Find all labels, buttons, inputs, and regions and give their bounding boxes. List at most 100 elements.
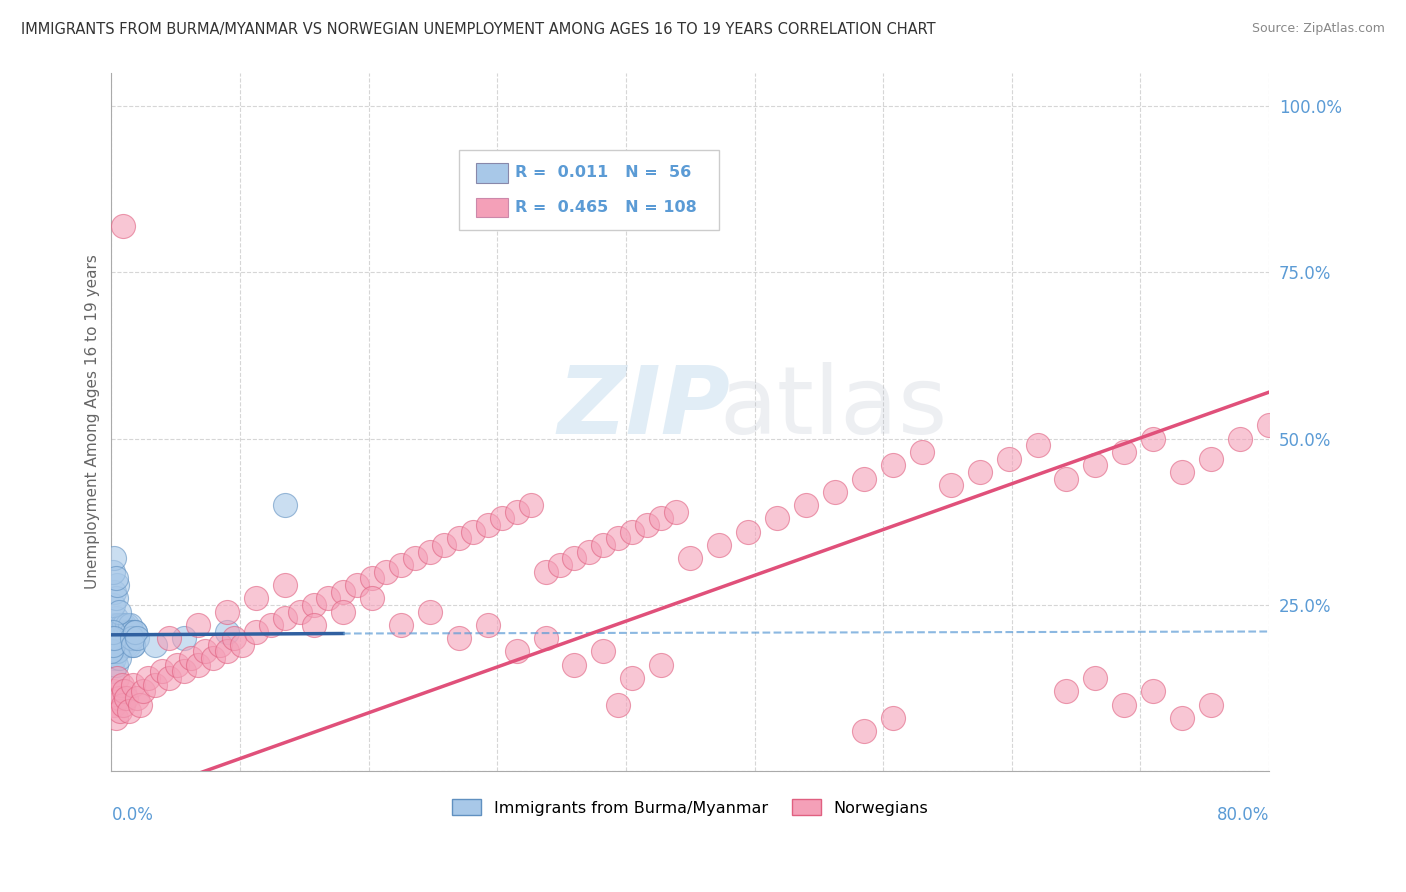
Point — [104, 631, 127, 645]
Text: 0.0%: 0.0% — [111, 806, 153, 824]
Y-axis label: Unemployment Among Ages 16 to 19 years: Unemployment Among Ages 16 to 19 years — [86, 254, 100, 590]
Point — [105, 671, 128, 685]
FancyBboxPatch shape — [458, 150, 720, 230]
Point — [360, 571, 382, 585]
Point — [122, 678, 145, 692]
Point — [101, 624, 124, 639]
Point — [274, 578, 297, 592]
Point — [766, 511, 789, 525]
Point — [115, 691, 138, 706]
Point — [187, 618, 209, 632]
Point — [302, 598, 325, 612]
Point — [121, 631, 143, 645]
Point — [650, 657, 672, 672]
Point — [100, 631, 122, 645]
Point — [187, 657, 209, 672]
Point — [679, 551, 702, 566]
Point — [389, 558, 412, 572]
Point — [1114, 445, 1136, 459]
Point — [118, 704, 141, 718]
Point — [127, 631, 149, 645]
Point — [208, 638, 231, 652]
Point — [150, 665, 173, 679]
Point — [404, 551, 426, 566]
Point — [274, 611, 297, 625]
Point — [997, 451, 1019, 466]
Point — [110, 678, 132, 692]
Text: R =  0.011   N =  56: R = 0.011 N = 56 — [516, 165, 692, 180]
Text: 80.0%: 80.0% — [1216, 806, 1270, 824]
Point — [419, 605, 441, 619]
Point — [101, 638, 124, 652]
Point — [101, 644, 124, 658]
Text: ZIP: ZIP — [557, 362, 730, 454]
Point — [103, 698, 125, 712]
Point — [231, 638, 253, 652]
Point — [245, 624, 267, 639]
Text: atlas: atlas — [720, 362, 948, 454]
Point — [105, 618, 128, 632]
Point — [157, 671, 180, 685]
Point — [1026, 438, 1049, 452]
Point — [107, 605, 129, 619]
Point — [143, 638, 166, 652]
Point — [103, 551, 125, 566]
Point — [105, 578, 128, 592]
Point — [463, 524, 485, 539]
Point — [114, 631, 136, 645]
Point — [105, 644, 128, 658]
Point — [939, 478, 962, 492]
Point — [101, 631, 124, 645]
Point — [447, 631, 470, 645]
Point — [824, 484, 846, 499]
Point — [288, 605, 311, 619]
Point — [621, 671, 644, 685]
Point — [117, 618, 139, 632]
Point — [104, 611, 127, 625]
Point — [505, 644, 527, 658]
Point — [121, 624, 143, 639]
Point — [103, 631, 125, 645]
Point — [103, 584, 125, 599]
Point — [166, 657, 188, 672]
Point — [332, 584, 354, 599]
Point — [477, 518, 499, 533]
Point — [180, 651, 202, 665]
Point — [882, 711, 904, 725]
Point — [360, 591, 382, 606]
Bar — [477, 198, 509, 218]
Point — [217, 644, 239, 658]
Point — [122, 638, 145, 652]
Point — [217, 624, 239, 639]
Point — [665, 505, 688, 519]
Point — [1056, 472, 1078, 486]
Point — [245, 591, 267, 606]
Point — [302, 618, 325, 632]
Point — [136, 671, 159, 685]
Point — [157, 631, 180, 645]
Point — [852, 472, 875, 486]
Point — [101, 618, 124, 632]
Point — [105, 644, 128, 658]
Point — [332, 605, 354, 619]
Point — [201, 651, 224, 665]
Point — [882, 458, 904, 473]
Point — [621, 524, 644, 539]
Point — [1142, 432, 1164, 446]
Point — [318, 591, 340, 606]
Point — [433, 538, 456, 552]
Point — [111, 219, 134, 233]
Point — [217, 605, 239, 619]
Point — [114, 684, 136, 698]
Point — [794, 498, 817, 512]
Point — [104, 571, 127, 585]
Point — [477, 618, 499, 632]
Point — [124, 624, 146, 639]
Point — [194, 644, 217, 658]
Point — [107, 618, 129, 632]
Point — [124, 624, 146, 639]
Point — [259, 618, 281, 632]
Point — [107, 631, 129, 645]
Point — [100, 644, 122, 658]
Point — [564, 551, 586, 566]
